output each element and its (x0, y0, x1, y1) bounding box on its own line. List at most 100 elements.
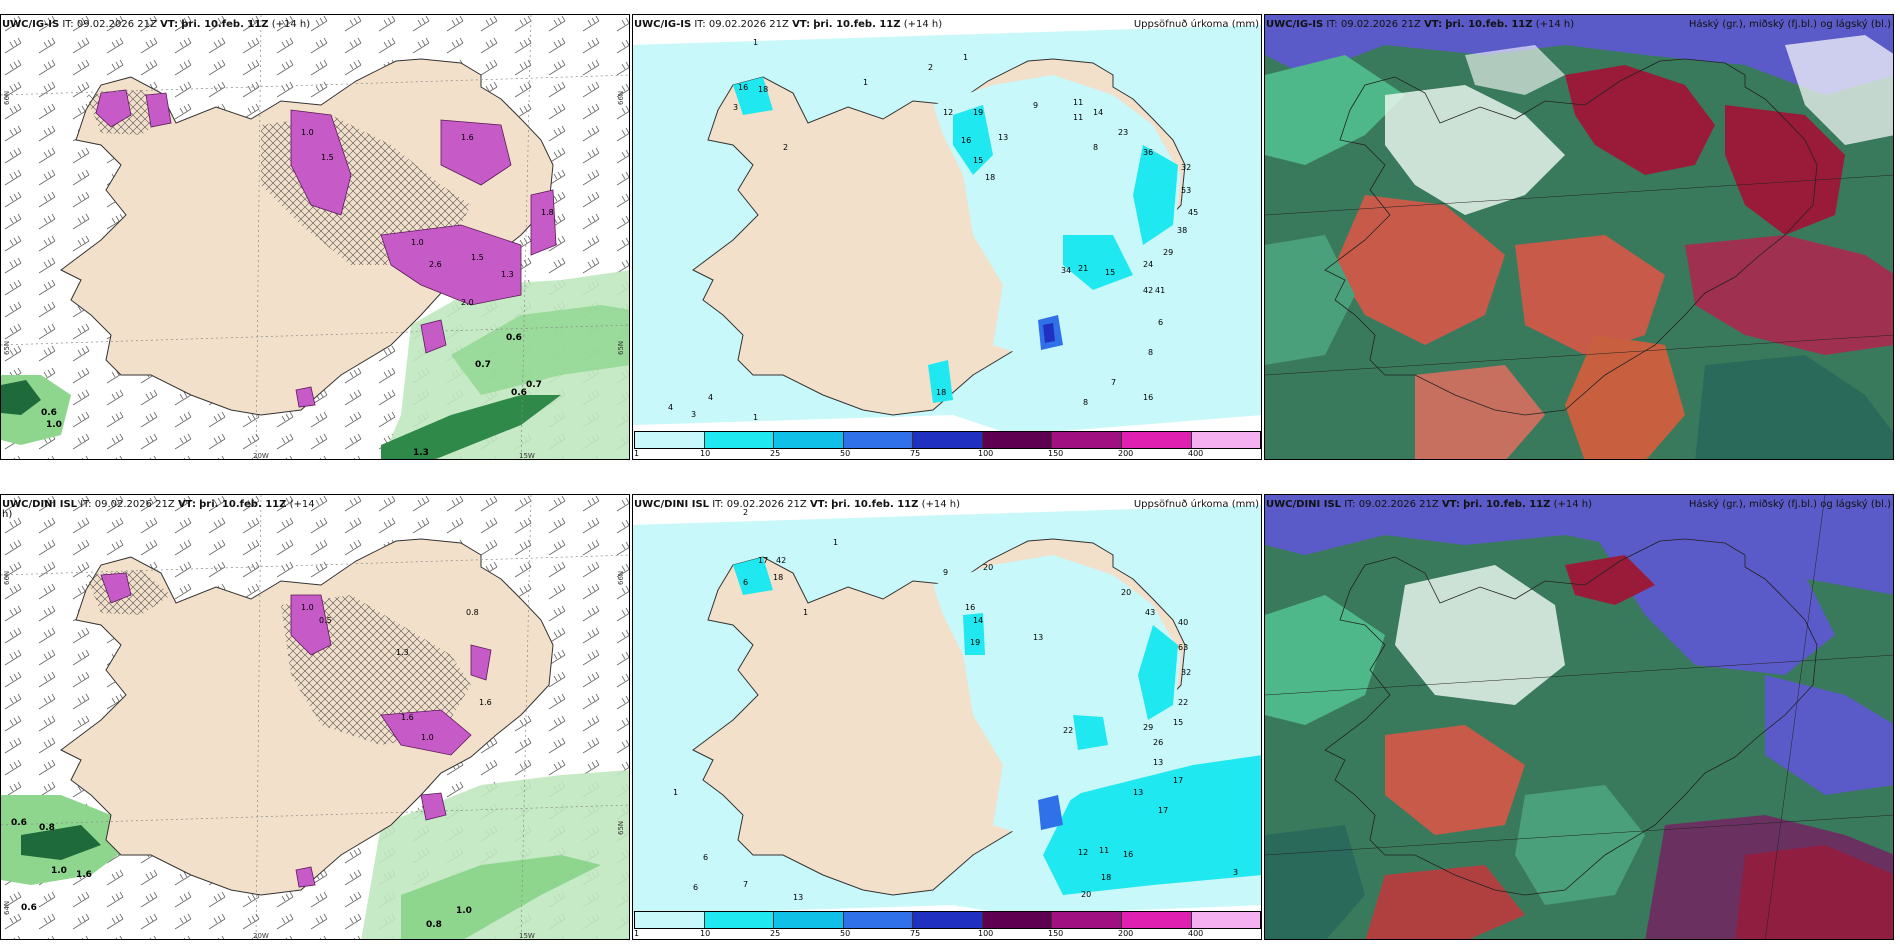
value-label: 16 (1143, 393, 1153, 402)
value-label: 34 (1061, 266, 1071, 275)
lead-time: (+14 h) (1553, 499, 1593, 510)
panel-header: UWC/IG-IS IT: 09.02.2026 21Z VT: þri. 10… (2, 18, 627, 32)
value-label: 0.6 (511, 388, 527, 398)
panel-header: UWC/IG-IS IT: 09.02.2026 21Z VT: þri. 10… (634, 18, 1259, 32)
value-label: 11 (1073, 98, 1083, 107)
valid-time: þri. 10.feb. 11Z (1445, 19, 1533, 30)
value-label: 20 (1081, 890, 1091, 899)
lead-time: (+14 h) (1535, 19, 1575, 30)
value-label: 0.6 (21, 903, 37, 913)
init-time: IT: 09.02.2026 21Z (712, 499, 807, 510)
value-label: 1 (803, 608, 808, 617)
model-name: UWC/IG-IS (634, 19, 692, 30)
lon-label-15w: 15W (519, 932, 535, 940)
init-time: IT: 09.02.2026 21Z (80, 499, 175, 510)
value-label: 13 (998, 133, 1008, 142)
colorbar-tick: 150 (1048, 929, 1064, 938)
map-panel-cloud-bottom: UWC/DINI ISL IT: 09.02.2026 21Z VT: þri.… (1264, 494, 1894, 940)
colorbar-tick: 10 (700, 449, 711, 458)
lon-label-20w: 20W (253, 452, 269, 460)
value-label: 14 (1093, 108, 1103, 117)
lat-label-66n-right: 66N (617, 571, 625, 585)
value-label: 29 (1143, 723, 1153, 732)
wind-map: 20W 15W 66N 65N 66N 65N 1.0 1.5 1.6 1.0 … (1, 15, 629, 460)
cloud-map (1265, 495, 1893, 939)
colorbar-tick: 25 (770, 449, 781, 458)
value-label: 26 (1153, 738, 1163, 747)
value-label: 18 (758, 85, 768, 94)
value-label: 0.5 (319, 616, 332, 625)
colorbar-cell (982, 912, 1053, 928)
lat-label-65n-right: 65N (617, 821, 625, 835)
value-label: 8 (1148, 348, 1153, 357)
colorbar-tick: 200 (1118, 449, 1134, 458)
map-panel-wind-top: 20W 15W 66N 65N 66N 65N 1.0 1.5 1.6 1.0 … (0, 14, 630, 460)
value-label: 19 (970, 638, 980, 647)
valid-time: þri. 10.feb. 11Z (1463, 499, 1551, 510)
colorbar-tick: 1 (634, 929, 640, 938)
value-label: 1.5 (321, 153, 334, 162)
value-label: 1.6 (479, 698, 492, 707)
colorbar-tick: 100 (978, 449, 994, 458)
init-time: IT: 09.02.2026 21Z (62, 19, 157, 30)
value-label: 63 (1178, 643, 1188, 652)
colorbar-cell (1121, 432, 1192, 448)
map-panel-precip-top: 1 1 2 1 16 18 3 2 12 19 13 9 16 15 18 23… (632, 14, 1262, 460)
colorbar-cell (843, 912, 914, 928)
colorbar-tick: 25 (770, 929, 781, 938)
value-label: 13 (1133, 788, 1143, 797)
value-label: 0.8 (426, 920, 442, 930)
value-label: 8 (1083, 398, 1088, 407)
lat-label-66n: 66N (3, 91, 11, 105)
value-label: 9 (943, 568, 948, 577)
panel-header: UWC/DINI ISL IT: 09.02.2026 21Z VT: þri.… (2, 498, 627, 512)
value-label: 4 (708, 393, 713, 402)
value-label: 2 (928, 63, 933, 72)
value-label: 9 (1033, 101, 1038, 110)
value-label: 11 (1073, 113, 1083, 122)
wind-map: 20W 15W 66N 64N 66N 65N 1.0 0.5 1.3 0.8 … (1, 495, 629, 940)
value-label: 12 (1078, 848, 1088, 857)
panel-header: UWC/DINI ISL IT: 09.02.2026 21Z VT: þri.… (1266, 498, 1891, 512)
lead-time: (+14 (289, 499, 315, 510)
colorbar-cell (982, 432, 1053, 448)
value-label: 18 (773, 573, 783, 582)
colorbar-tick: 10 (700, 929, 711, 938)
map-panel-wind-bottom: 20W 15W 66N 64N 66N 65N 1.0 0.5 1.3 0.8 … (0, 494, 630, 940)
value-label: 8 (1093, 143, 1098, 152)
colorbar-tick: 150 (1048, 449, 1064, 458)
value-label: 15 (1173, 718, 1183, 727)
lon-label-20w: 20W (253, 932, 269, 940)
value-label: 17 (1173, 776, 1183, 785)
value-label: 1.0 (301, 603, 314, 612)
value-label: 11 (1099, 846, 1109, 855)
value-label: 16 (961, 136, 971, 145)
valid-time: þri. 10.feb. 11Z (831, 499, 919, 510)
value-label: 1.0 (411, 238, 424, 247)
value-label: 1.3 (413, 448, 429, 458)
colorbar-tick: 75 (910, 449, 921, 458)
valid-time-prefix: VT: (809, 499, 828, 510)
value-label: 13 (1153, 758, 1163, 767)
value-label: 29 (1163, 248, 1173, 257)
value-label: 14 (973, 616, 983, 625)
colorbar-tick: 400 (1188, 929, 1204, 938)
value-label: 1.0 (46, 420, 62, 430)
value-label: 16 (1123, 850, 1133, 859)
value-label: 43 (1145, 608, 1155, 617)
value-label: 32 (1181, 163, 1191, 172)
lat-label-66n-right: 66N (617, 91, 625, 105)
colorbar-cell (704, 912, 775, 928)
lon-label-15w: 15W (519, 452, 535, 460)
value-label: 1.0 (51, 866, 67, 876)
colorbar-tick: 200 (1118, 929, 1134, 938)
colorbar-cell (913, 432, 983, 448)
value-label: 42 (776, 556, 786, 565)
value-label: 17 (1158, 806, 1168, 815)
value-label: 2.6 (429, 260, 442, 269)
colorbar-ticks: 1 10 25 50 75 100 150 200 400 (634, 929, 1261, 939)
precip-colorbar (634, 431, 1261, 449)
value-label: 1.5 (471, 253, 484, 262)
colorbar-cell (1121, 912, 1192, 928)
value-label: 18 (985, 173, 995, 182)
